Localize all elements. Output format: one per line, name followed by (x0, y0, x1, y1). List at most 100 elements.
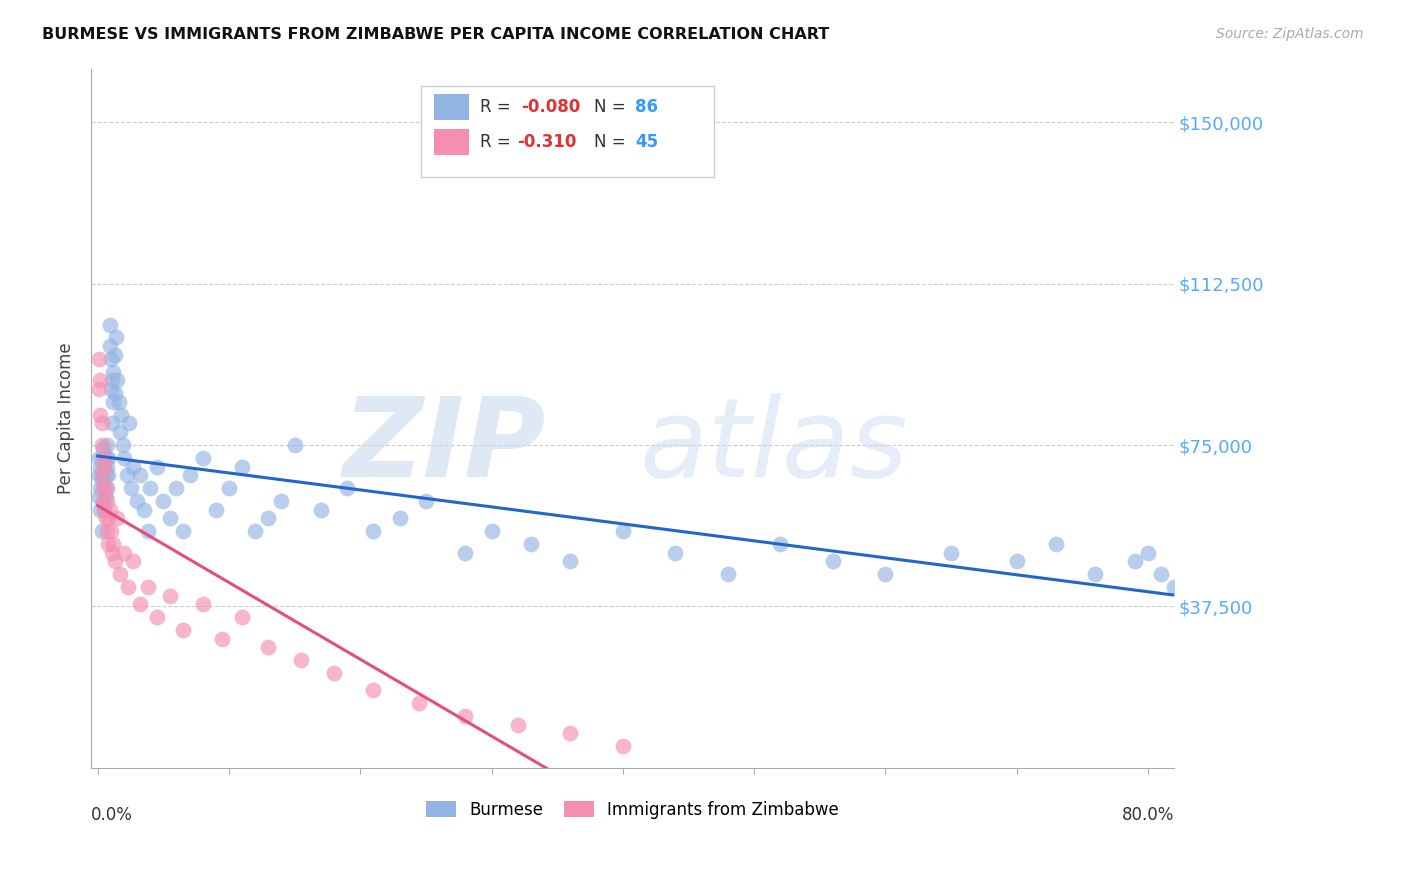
Point (309, 502, 332, 516)
Point (94, 511, 117, 525)
Point (96, 459, 118, 474)
Point (104, 386, 127, 401)
Point (120, 481, 142, 495)
Legend: Burmese, Immigrants from Zimbabwe: Burmese, Immigrants from Zimbabwe (426, 801, 839, 819)
Point (93, 481, 115, 495)
Point (118, 417, 141, 431)
Point (1136, 545, 1159, 559)
Point (323, 666, 346, 681)
Point (191, 597, 214, 611)
Point (115, 468, 138, 483)
Point (363, 683, 385, 698)
Point (1123, 554, 1146, 568)
Text: BURMESE VS IMMIGRANTS FROM ZIMBABWE PER CAPITA INCOME CORRELATION CHART: BURMESE VS IMMIGRANTS FROM ZIMBABWE PER … (42, 27, 830, 42)
Point (91, 442, 114, 457)
Point (89, 502, 111, 516)
Point (415, 494, 437, 508)
Point (481, 524, 503, 538)
Text: atlas: atlas (640, 392, 908, 500)
Y-axis label: Per Capita Income: Per Capita Income (58, 343, 75, 494)
Point (94, 490, 117, 504)
Point (231, 459, 253, 474)
Point (363, 524, 385, 538)
Point (132, 502, 155, 516)
Point (91, 481, 114, 495)
Point (769, 537, 792, 551)
Point (191, 450, 214, 465)
Point (136, 524, 159, 538)
Point (717, 567, 740, 582)
Point (93, 502, 115, 516)
Point (103, 365, 125, 379)
Point (136, 580, 159, 594)
Point (107, 395, 129, 409)
Point (91, 494, 114, 508)
Point (110, 408, 132, 422)
Text: 80.0%: 80.0% (1122, 806, 1174, 824)
Point (103, 537, 125, 551)
Point (127, 494, 149, 508)
Point (139, 481, 162, 495)
Point (257, 511, 280, 525)
Point (612, 739, 634, 754)
Point (245, 524, 267, 538)
Point (336, 481, 359, 495)
Point (87, 382, 110, 396)
Point (520, 537, 543, 551)
Text: N =: N = (593, 133, 630, 151)
Point (159, 589, 181, 603)
Point (90, 524, 112, 538)
Point (98, 318, 121, 332)
Point (98, 339, 121, 353)
FancyBboxPatch shape (422, 86, 714, 177)
Point (408, 696, 430, 710)
Point (108, 567, 131, 582)
Point (94, 481, 117, 495)
Point (98, 502, 121, 516)
Point (91, 468, 114, 483)
Point (231, 610, 253, 624)
Point (101, 374, 124, 388)
Point (257, 640, 280, 655)
Point (939, 545, 962, 559)
Point (1005, 554, 1028, 568)
Point (172, 524, 194, 538)
Point (93, 502, 115, 516)
Point (1084, 567, 1107, 582)
Point (96, 494, 118, 508)
Point (96, 524, 118, 538)
Point (93, 450, 115, 465)
Point (89, 481, 111, 495)
Point (96, 438, 118, 452)
Point (90, 438, 112, 452)
Point (104, 554, 127, 568)
Text: R =: R = (479, 98, 516, 116)
Point (117, 580, 139, 594)
Text: R =: R = (479, 133, 516, 151)
Text: 0.0%: 0.0% (91, 806, 134, 824)
Point (89, 459, 111, 474)
Point (166, 481, 188, 495)
Point (87, 468, 110, 483)
Point (205, 502, 228, 516)
Point (100, 382, 122, 396)
Point (159, 511, 181, 525)
Text: -0.080: -0.080 (522, 98, 581, 116)
Text: ZIP: ZIP (343, 392, 546, 500)
Point (87, 351, 110, 366)
Point (172, 623, 194, 637)
Point (612, 524, 634, 538)
Point (284, 438, 307, 452)
Point (94, 468, 117, 483)
Point (290, 653, 312, 667)
Point (1045, 537, 1067, 551)
Point (103, 395, 125, 409)
Point (211, 632, 233, 646)
Point (100, 351, 122, 366)
Point (128, 468, 150, 483)
Point (107, 374, 129, 388)
Point (107, 511, 129, 525)
Point (87, 450, 110, 465)
Point (97, 450, 120, 465)
Text: N =: N = (593, 98, 630, 116)
